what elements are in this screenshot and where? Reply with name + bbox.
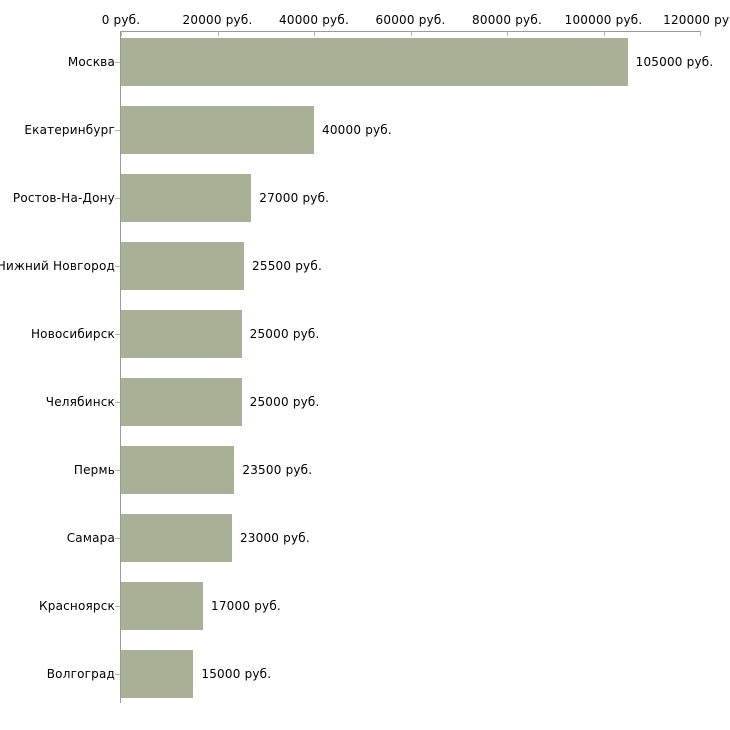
bar-value-label: 25000 руб. <box>249 395 320 409</box>
bar-value-label: 27000 руб. <box>259 191 330 205</box>
category-label: Новосибирск <box>30 327 115 341</box>
y-axis-tick <box>115 674 120 675</box>
category-label: Волгоград <box>46 667 115 681</box>
y-axis-tick <box>115 198 120 199</box>
y-axis-tick <box>115 538 120 539</box>
x-axis-tick-label: 0 руб. <box>101 13 141 27</box>
bar[interactable] <box>121 310 242 358</box>
x-axis-tick-label: 80000 руб. <box>472 13 542 27</box>
x-axis-tick-label: 120000 руб <box>663 13 730 27</box>
bar[interactable] <box>121 582 204 630</box>
x-axis-tick <box>507 31 508 36</box>
y-axis-tick <box>115 266 120 267</box>
bar[interactable] <box>121 106 314 154</box>
category-label: Ростов-На-Дону <box>12 191 115 205</box>
bar-value-label: 25000 руб. <box>249 327 320 341</box>
x-axis-tick-label: 40000 руб. <box>279 13 349 27</box>
x-axis-tick <box>217 31 219 36</box>
bar[interactable] <box>121 242 245 290</box>
x-axis-tick <box>121 31 122 36</box>
x-axis-tick <box>314 31 315 36</box>
bar[interactable] <box>121 38 628 86</box>
y-axis-tick <box>115 402 120 403</box>
y-axis-tick <box>115 606 120 607</box>
y-axis-tick <box>115 470 120 471</box>
bar-value-label: 15000 руб. <box>201 667 272 681</box>
x-axis-tick <box>700 31 701 36</box>
x-axis-tick-label: 60000 руб. <box>375 13 446 27</box>
x-axis-tick-label: 100000 руб. <box>564 13 643 27</box>
bar-value-label: 23000 руб. <box>239 531 310 545</box>
bar-value-label: 40000 руб. <box>322 123 392 137</box>
y-axis-tick <box>115 62 120 63</box>
bar-value-label: 17000 руб. <box>211 599 281 613</box>
y-axis-tick <box>115 334 120 335</box>
x-axis-tick <box>410 31 412 36</box>
bar-value-label: 25500 руб. <box>252 259 322 273</box>
bar[interactable] <box>121 514 232 562</box>
bar[interactable] <box>121 174 252 222</box>
bar-value-label: 23500 руб. <box>242 463 313 477</box>
bar[interactable] <box>121 446 235 494</box>
category-label: Челябинск <box>45 395 115 409</box>
category-label: Москва <box>67 55 115 69</box>
x-axis-tick-label: 20000 руб. <box>182 13 253 27</box>
category-label: Красноярск <box>39 599 115 613</box>
bar-value-label: 105000 руб. <box>635 55 714 69</box>
y-axis-line <box>120 31 121 703</box>
bar[interactable] <box>121 650 194 698</box>
x-axis-tick <box>603 31 605 36</box>
category-label: Нижний Новгород <box>0 259 115 273</box>
category-label: Самара <box>66 531 115 545</box>
category-label: Пермь <box>73 463 115 477</box>
bar[interactable] <box>121 378 242 426</box>
category-label: Екатеринбург <box>24 123 115 137</box>
y-axis-tick <box>115 130 120 131</box>
